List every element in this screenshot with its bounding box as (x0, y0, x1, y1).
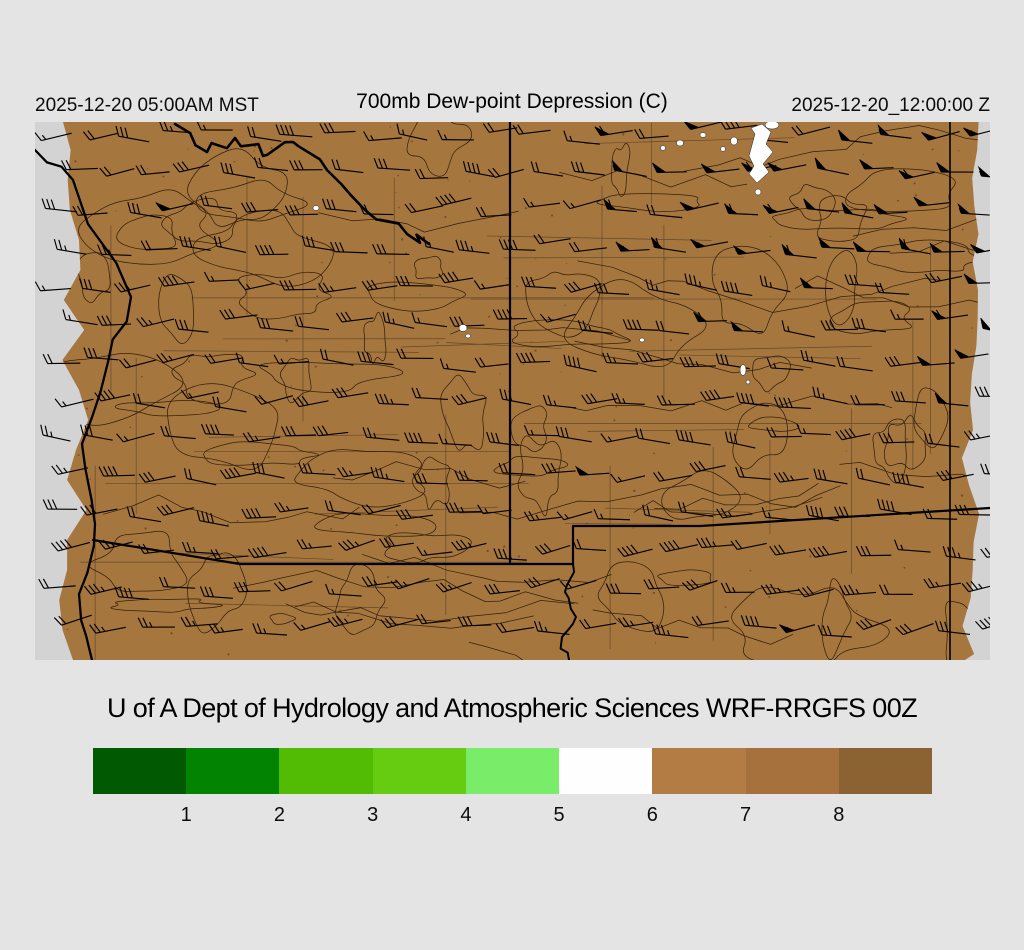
colorbar-segment (279, 748, 373, 794)
colorbar-tick-label: 2 (273, 804, 285, 826)
colorbar-tick-label: 5 (553, 804, 565, 826)
colorbar-segment (372, 748, 466, 794)
valid-time-local: 2025-12-20 05:00AM MST (35, 95, 259, 116)
colorbar-segment (745, 748, 839, 794)
colorbar-tick-label: 1 (180, 804, 192, 826)
colorbar-segment (652, 748, 746, 794)
page-title: 700mb Dew-point Depression (C) (356, 90, 668, 113)
valid-time-utc: 2025-12-20_12:00:00 Z (791, 95, 990, 116)
colorbar-tick-label: 4 (460, 804, 472, 826)
colorbar-segment (93, 748, 187, 794)
colorbar-segment (186, 748, 280, 794)
forecast-map-graphic (35, 122, 990, 660)
colorbar-tick-label: 7 (739, 804, 752, 826)
colorbar-tick-label: 3 (367, 804, 379, 826)
colorbar-tick-labels: 1 2 3 4 5 6 7 8 (93, 804, 932, 832)
colorbar-segment (838, 748, 932, 794)
colorbar (93, 748, 932, 794)
colorbar-tick-label: 6 (646, 804, 658, 826)
colorbar-segment (465, 748, 560, 794)
caption: U of A Dept of Hydrology and Atmospheric… (106, 693, 918, 723)
forecast-map (35, 122, 990, 660)
colorbar-tick-label: 8 (833, 804, 845, 826)
colorbar-segment (559, 748, 653, 794)
